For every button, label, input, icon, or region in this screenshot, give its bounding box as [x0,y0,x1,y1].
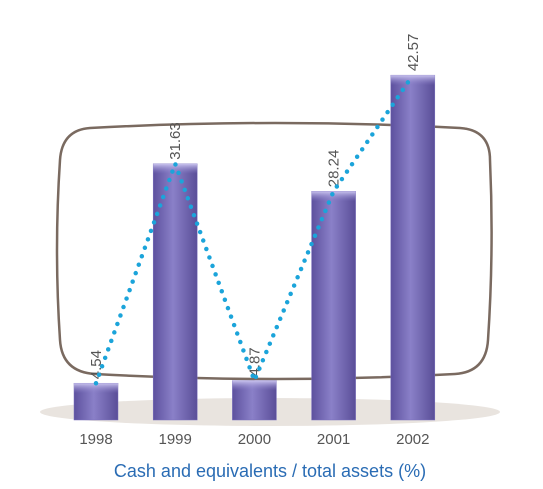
trend-line [93,72,416,387]
value-label: 42.57 [405,34,422,72]
x-tick-label: 2000 [238,431,271,448]
bar [152,163,198,421]
bar-cap [311,191,356,202]
x-tick-label: 1999 [159,431,192,448]
x-tick-label: 2002 [396,431,429,448]
value-label: 31.63 [167,122,184,160]
value-label: 28.24 [326,150,343,188]
bar [390,74,436,421]
x-tick-label: 2001 [317,431,350,448]
bar-cap [390,75,435,86]
chart-title: Cash and equivalents / total assets (%) [114,461,426,481]
bar-cap [74,383,118,394]
bar-cap [232,380,277,391]
value-label: 4.87 [246,347,263,376]
value-label: 4.54 [88,350,105,379]
x-tick-label: 1998 [79,431,112,448]
bar-cap [153,163,198,174]
